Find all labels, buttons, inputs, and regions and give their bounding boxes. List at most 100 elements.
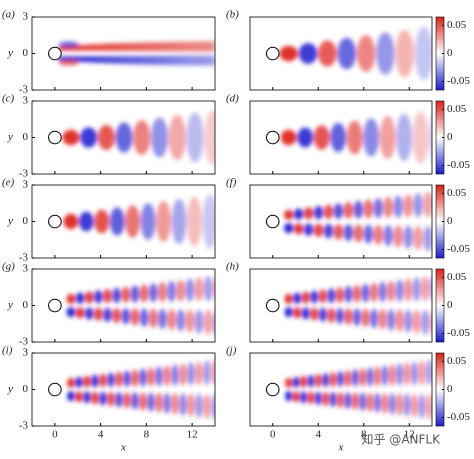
blob	[168, 115, 186, 160]
blob	[167, 309, 176, 331]
blob	[403, 393, 411, 417]
y-tick-label: -3	[19, 336, 29, 348]
blob	[112, 287, 122, 303]
blob	[171, 198, 187, 245]
y-tick-label: -3	[19, 252, 29, 264]
blob	[412, 277, 421, 302]
blob	[366, 367, 374, 387]
blob	[337, 37, 356, 70]
blob	[67, 377, 75, 388]
x-tick-label: 12	[404, 429, 415, 441]
cylinder	[265, 298, 280, 313]
field-blobs	[284, 276, 432, 335]
blob	[91, 374, 99, 388]
field-blobs	[67, 359, 215, 420]
blob	[383, 196, 393, 218]
blob	[298, 43, 318, 64]
blob	[80, 127, 98, 148]
blob	[157, 309, 167, 329]
blob	[301, 307, 310, 320]
blob	[421, 309, 430, 335]
panel-label: (c)	[2, 93, 15, 105]
panel-label: (d)	[226, 93, 239, 105]
colorbar-tick-label: 0	[447, 47, 453, 59]
blob	[292, 391, 300, 403]
blob	[93, 290, 103, 304]
y-tick-label: 3	[23, 11, 29, 23]
y-axis-label: y	[7, 131, 13, 143]
blob	[378, 281, 387, 302]
blob	[363, 118, 380, 157]
blob	[176, 279, 186, 302]
blob	[187, 362, 195, 386]
blob	[203, 360, 211, 386]
field-blobs	[283, 191, 432, 252]
blob	[185, 309, 195, 333]
blob	[130, 285, 140, 303]
blob	[83, 391, 91, 404]
y-tick-label: 3	[23, 263, 29, 275]
blob	[123, 370, 131, 387]
blob	[130, 308, 140, 326]
blob	[395, 29, 414, 78]
blob	[283, 223, 294, 234]
blob	[356, 35, 376, 72]
blob	[186, 112, 204, 163]
blob	[84, 307, 94, 320]
panel-label: (g)	[2, 261, 15, 273]
blob	[410, 361, 418, 386]
panel-label: (b)	[226, 9, 239, 21]
field-blobs	[58, 41, 215, 66]
blob	[396, 113, 413, 162]
blob	[94, 209, 110, 234]
cylinder	[48, 214, 62, 229]
blob	[359, 368, 367, 387]
blob	[293, 223, 304, 235]
blob	[429, 276, 432, 300]
blob	[97, 124, 115, 151]
blob	[412, 111, 429, 164]
blob	[307, 391, 315, 405]
x-tick-label: 8	[144, 429, 150, 441]
blob	[386, 309, 396, 331]
blob	[381, 393, 389, 414]
blob	[313, 125, 330, 150]
y-tick-label: 0	[23, 47, 29, 59]
y-tick-label: 3	[23, 95, 29, 107]
colorbar-tick-label: 0	[447, 215, 453, 227]
blob	[378, 309, 387, 330]
y-axis-label: y	[7, 299, 13, 311]
blob	[139, 368, 147, 387]
blob	[314, 373, 322, 388]
blob	[112, 308, 122, 324]
blob	[107, 372, 115, 388]
y-tick-label: -3	[19, 420, 29, 432]
blob	[139, 392, 147, 411]
panel-label: (e)	[2, 177, 15, 189]
field	[280, 111, 432, 164]
streak-blue	[58, 55, 215, 66]
blob	[115, 122, 133, 153]
colorbar-tick-label: -0.05	[447, 327, 470, 339]
blob	[107, 391, 115, 407]
field	[62, 110, 215, 165]
axes-frame	[249, 100, 433, 175]
blob	[297, 127, 314, 148]
blob	[156, 200, 171, 243]
blob	[412, 309, 421, 334]
colorbar-tick-label: 0	[447, 383, 453, 395]
colorbar-tick-label: 0	[447, 131, 453, 143]
blob	[148, 308, 158, 328]
x-tick-label: 0	[52, 429, 58, 441]
blob	[99, 391, 107, 406]
blob	[280, 129, 297, 146]
blob	[185, 278, 195, 302]
blob	[167, 280, 176, 302]
y-tick-label: 0	[23, 299, 29, 311]
cylinder	[48, 298, 62, 313]
blob	[376, 32, 395, 75]
blob	[379, 116, 396, 159]
field	[66, 276, 215, 335]
x-tick-label: 12	[187, 429, 198, 441]
blob	[344, 308, 353, 325]
